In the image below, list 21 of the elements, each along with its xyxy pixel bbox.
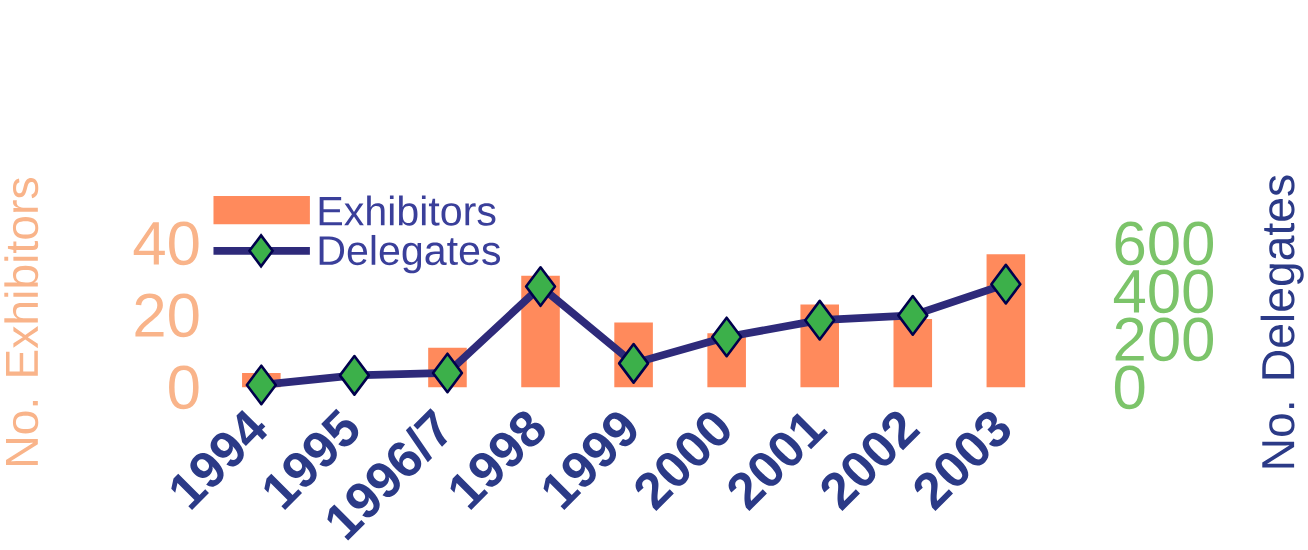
- y2-axis-title: No. Delegates: [1260, 175, 1304, 468]
- y-tick-label: 20: [135, 293, 199, 338]
- point: [990, 263, 1022, 305]
- point: [803, 299, 836, 341]
- legend-label: Exhibitors: [319, 195, 496, 226]
- point: [431, 352, 464, 394]
- y-tick-label: 40: [133, 221, 199, 266]
- y2-tick-label: 600: [1115, 221, 1214, 266]
- y2-tick-label: 0: [1114, 365, 1145, 410]
- point: [617, 342, 650, 385]
- point: [245, 364, 278, 406]
- point: [710, 316, 743, 358]
- y2-tick-label: 200: [1115, 317, 1214, 362]
- y2-tick-label: 400: [1113, 269, 1214, 314]
- point: [524, 266, 557, 308]
- bar: [893, 319, 933, 388]
- y-axis-title: No. Exhibitors: [4, 178, 39, 466]
- legend-label: Delegates: [319, 235, 501, 274]
- point: [338, 354, 371, 397]
- y-tick-label: 0: [169, 365, 199, 410]
- point: [897, 294, 929, 337]
